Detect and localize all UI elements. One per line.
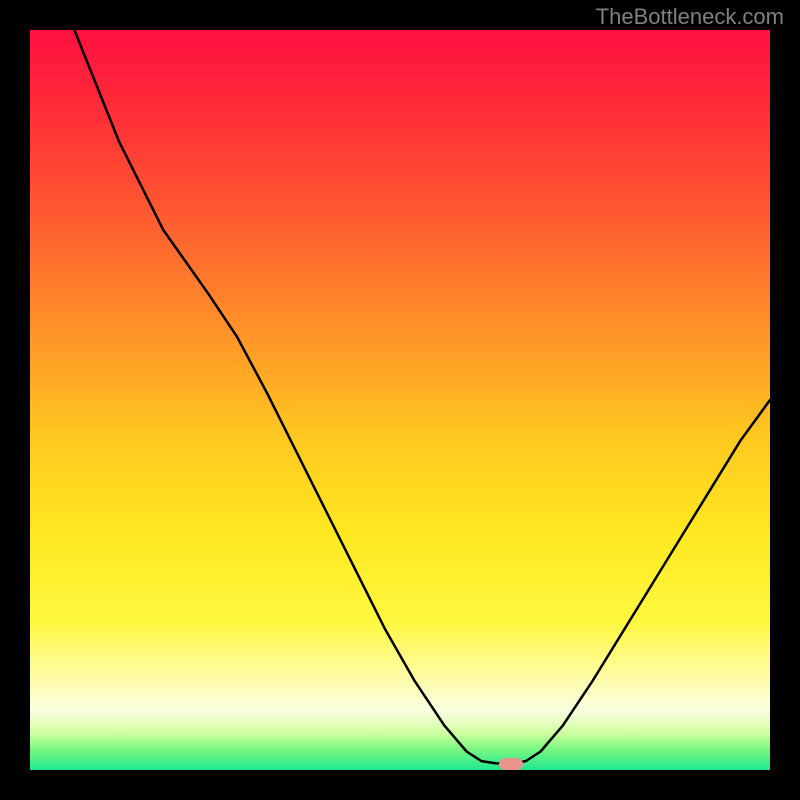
chart-svg	[30, 30, 770, 770]
chart-area	[30, 30, 770, 770]
valley-marker	[499, 758, 523, 770]
watermark-text: TheBottleneck.com	[596, 4, 784, 30]
gradient-background	[30, 30, 770, 770]
